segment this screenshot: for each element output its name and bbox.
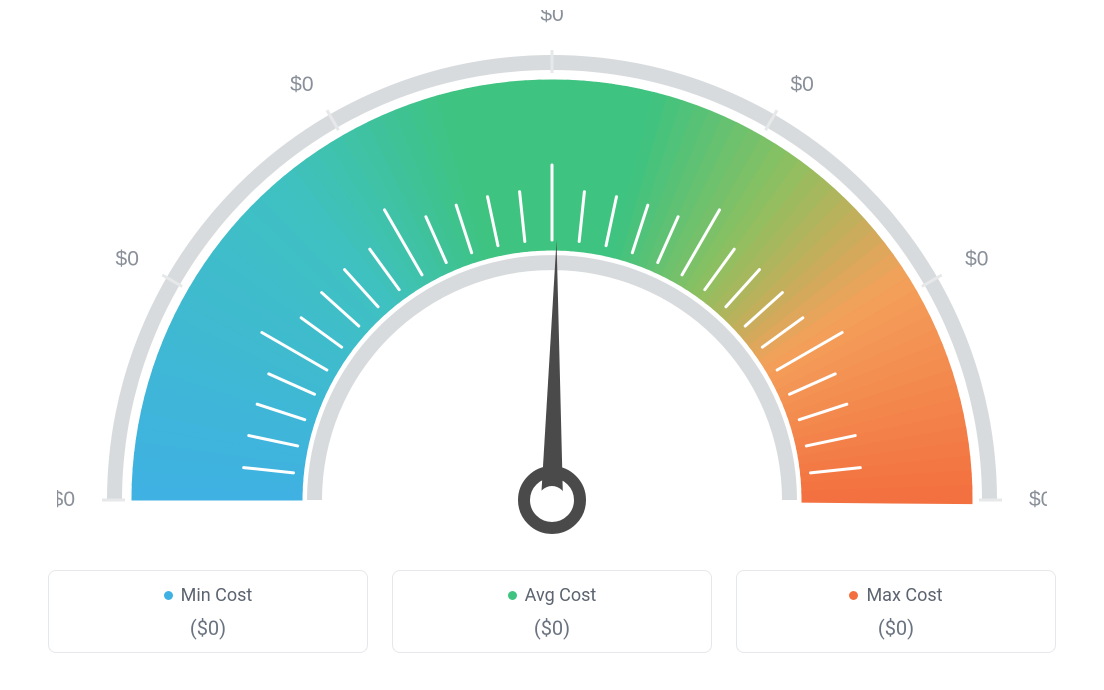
- min-cost-card: Min Cost ($0): [48, 570, 368, 653]
- min-cost-dot-icon: [164, 591, 173, 600]
- avg-cost-dot-icon: [508, 591, 517, 600]
- svg-text:$0: $0: [791, 73, 814, 96]
- min-cost-label-row: Min Cost: [67, 585, 349, 606]
- max-cost-label: Max Cost: [866, 585, 942, 606]
- max-cost-label-row: Max Cost: [755, 585, 1037, 606]
- gauge-container: $0 $0 $0 $0 $0 $0 $0: [0, 0, 1104, 560]
- avg-cost-value: ($0): [411, 616, 693, 640]
- svg-text:$0: $0: [290, 73, 313, 96]
- svg-text:$0: $0: [116, 248, 139, 271]
- svg-text:$0: $0: [965, 248, 988, 271]
- avg-cost-label-row: Avg Cost: [411, 585, 693, 606]
- avg-cost-card: Avg Cost ($0): [392, 570, 712, 653]
- cost-summary-cards: Min Cost ($0) Avg Cost ($0) Max Cost ($0…: [0, 560, 1104, 653]
- svg-text:$0: $0: [540, 10, 563, 26]
- svg-text:$0: $0: [57, 488, 75, 511]
- avg-cost-label: Avg Cost: [525, 585, 597, 606]
- svg-text:$0: $0: [1029, 488, 1047, 511]
- max-cost-card: Max Cost ($0): [736, 570, 1056, 653]
- min-cost-label: Min Cost: [181, 585, 253, 606]
- max-cost-value: ($0): [755, 616, 1037, 640]
- cost-gauge-chart: $0 $0 $0 $0 $0 $0 $0: [57, 10, 1047, 570]
- min-cost-value: ($0): [67, 616, 349, 640]
- max-cost-dot-icon: [849, 591, 858, 600]
